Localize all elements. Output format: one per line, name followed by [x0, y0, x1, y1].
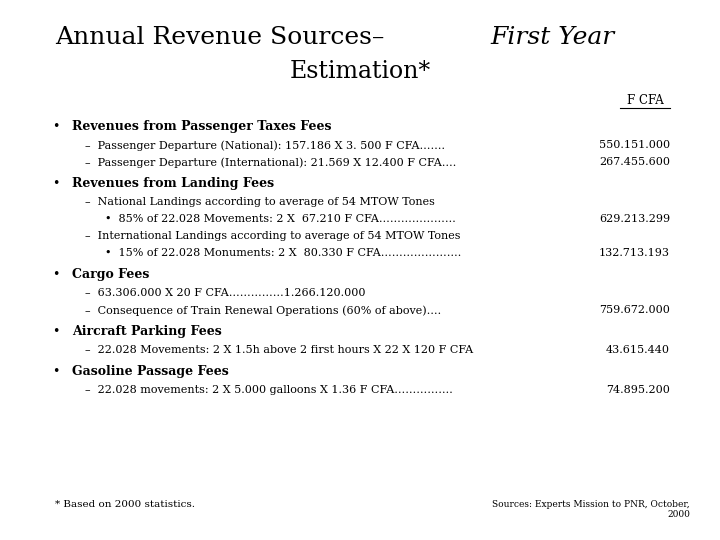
Text: –  Passenger Departure (International): 21.569 X 12.400 F CFA….: – Passenger Departure (International): 2… — [85, 157, 456, 167]
Text: 759.672.000: 759.672.000 — [599, 305, 670, 315]
Text: •: • — [52, 325, 59, 338]
Text: 43.615.440: 43.615.440 — [606, 345, 670, 355]
Text: * Based on 2000 statistics.: * Based on 2000 statistics. — [55, 500, 195, 509]
Text: 267.455.600: 267.455.600 — [599, 157, 670, 167]
Text: –  Passenger Departure (National): 157.186 X 3. 500 F CFA…….: – Passenger Departure (National): 157.18… — [85, 140, 445, 151]
Text: Aircraft Parking Fees: Aircraft Parking Fees — [72, 325, 222, 338]
Text: 74.895.200: 74.895.200 — [606, 385, 670, 395]
Text: –  International Landings according to average of 54 MTOW Tones: – International Landings according to av… — [85, 231, 461, 241]
Text: Sources: Experts Mission to PNR, October,
2000: Sources: Experts Mission to PNR, October… — [492, 500, 690, 519]
Text: –  22.028 movements: 2 X 5.000 galloons X 1.36 F CFA…………….: – 22.028 movements: 2 X 5.000 galloons X… — [85, 385, 453, 395]
Text: Gasoline Passage Fees: Gasoline Passage Fees — [72, 365, 229, 378]
Text: •  15% of 22.028 Monuments: 2 X  80.330 F CFA………………….: • 15% of 22.028 Monuments: 2 X 80.330 F … — [105, 248, 462, 258]
Text: •: • — [52, 268, 59, 281]
Text: Estimation*: Estimation* — [289, 60, 431, 84]
Text: 132.713.193: 132.713.193 — [599, 248, 670, 258]
Text: •: • — [52, 120, 59, 133]
Text: 550.151.000: 550.151.000 — [599, 140, 670, 150]
Text: 629.213.299: 629.213.299 — [599, 214, 670, 224]
Text: –  Consequence of Train Renewal Operations (60% of above)….: – Consequence of Train Renewal Operation… — [85, 305, 441, 315]
Text: Revenues from Passenger Taxes Fees: Revenues from Passenger Taxes Fees — [72, 120, 331, 133]
Text: –  22.028 Movements: 2 X 1.5h above 2 first hours X 22 X 120 F CFA: – 22.028 Movements: 2 X 1.5h above 2 fir… — [85, 345, 473, 355]
Text: Cargo Fees: Cargo Fees — [72, 268, 149, 281]
Text: F CFA: F CFA — [626, 93, 663, 106]
Text: Annual Revenue Sources–: Annual Revenue Sources– — [55, 26, 392, 50]
Text: First Year: First Year — [490, 26, 614, 50]
Text: •: • — [52, 177, 59, 190]
Text: •  85% of 22.028 Movements: 2 X  67.210 F CFA…………………: • 85% of 22.028 Movements: 2 X 67.210 F … — [105, 214, 456, 224]
Text: Revenues from Landing Fees: Revenues from Landing Fees — [72, 177, 274, 190]
Text: •: • — [52, 365, 59, 378]
Text: –  National Landings according to average of 54 MTOW Tones: – National Landings according to average… — [85, 197, 435, 207]
Text: –  63.306.000 X 20 F CFA……………1.266.120.000: – 63.306.000 X 20 F CFA……………1.266.120.00… — [85, 288, 366, 298]
